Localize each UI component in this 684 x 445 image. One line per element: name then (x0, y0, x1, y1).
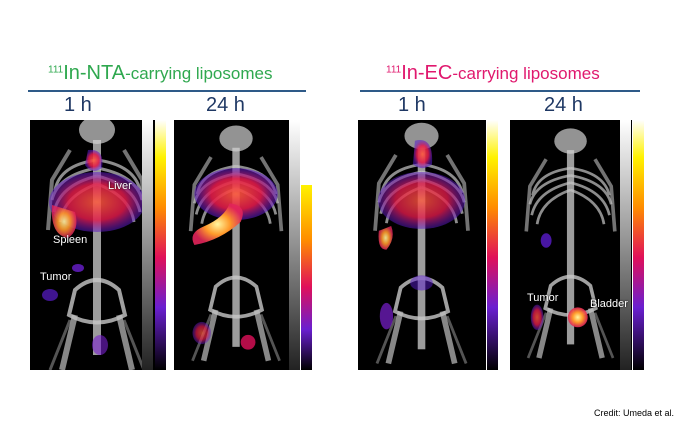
scale-bar-fire-4 (633, 120, 644, 370)
scale-bar-grey-4 (620, 120, 631, 370)
time-label-g1-1h: 1 h (64, 94, 92, 116)
time-label-g2-24h: 24 h (544, 94, 583, 116)
scale-bar-grey-1 (142, 120, 153, 370)
label-tumor-ec: Tumor (527, 292, 559, 304)
time-label-g2-1h: 1 h (398, 94, 426, 116)
group-2-rule (360, 90, 640, 92)
scan-nta-24h (174, 120, 299, 370)
scale-bar-fire-1 (155, 120, 166, 370)
group-2-title: 111In-EC-carrying liposomes (386, 62, 600, 85)
scan-ec-1h (358, 120, 486, 370)
group-2-isotope: 111 (386, 64, 402, 76)
time-label-g1-24h: 24 h (206, 94, 245, 116)
scale-bar-grey-2 (289, 120, 300, 370)
credit-text: Credit: Umeda et al. (593, 408, 674, 418)
group-2-compound: In-EC (401, 62, 453, 84)
group-1-isotope: 111 (48, 64, 64, 76)
label-spleen: Spleen (53, 234, 88, 246)
group-2-suffix: -carrying liposomes (452, 64, 600, 83)
group-1-title: 111In-NTA-carrying liposomes (48, 62, 272, 85)
group-1-suffix: -carrying liposomes (125, 64, 273, 83)
label-bladder: Bladder (590, 298, 628, 310)
label-tumor-nta: Tumor (40, 271, 72, 283)
group-1-compound: In-NTA (63, 62, 126, 84)
scan-ec-24h (510, 120, 632, 370)
group-1-rule (28, 90, 306, 92)
label-liver: Liver (108, 180, 132, 192)
scale-bar-fire-3 (487, 120, 498, 370)
scale-bar-fire-2 (301, 185, 312, 370)
